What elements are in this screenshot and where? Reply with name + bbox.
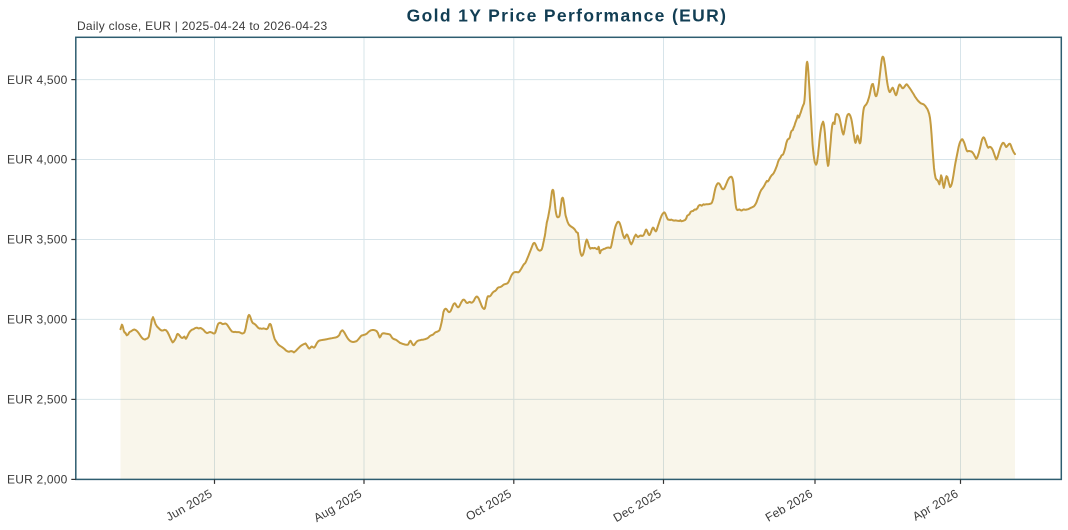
- svg-text:Gold 1Y Price Performance (EUR: Gold 1Y Price Performance (EUR): [407, 6, 728, 26]
- svg-text:EUR 3,500: EUR 3,500: [7, 233, 68, 247]
- svg-text:EUR 2,000: EUR 2,000: [7, 473, 68, 487]
- svg-text:EUR 3,000: EUR 3,000: [7, 313, 68, 327]
- svg-text:EUR 4,500: EUR 4,500: [7, 73, 68, 87]
- svg-text:EUR 4,000: EUR 4,000: [7, 153, 68, 167]
- svg-text:EUR 2,500: EUR 2,500: [7, 393, 68, 407]
- svg-text:Daily close, EUR | 2025-04-24: Daily close, EUR | 2025-04-24 to 2026-04…: [77, 19, 327, 33]
